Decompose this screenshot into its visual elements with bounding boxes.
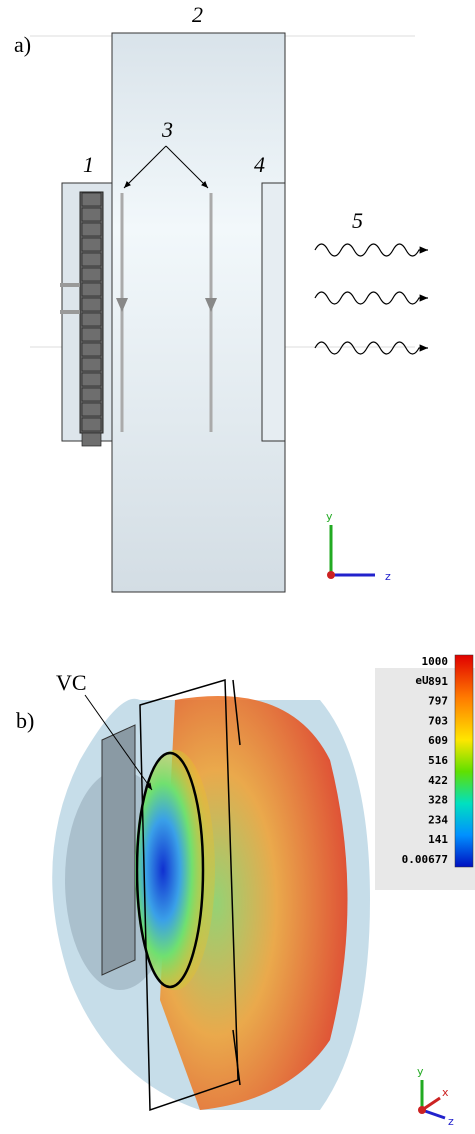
wave: [314, 341, 428, 355]
colorbar: [454, 654, 474, 868]
panel-b: b) VC eU 1000 891 797 703 609 516 422 328 234 141…: [16, 654, 475, 1128]
colorbar-label: 891: [428, 675, 448, 688]
colorbar-label: 797: [428, 695, 448, 708]
axis-label: y: [417, 1065, 424, 1078]
annotation: VC: [56, 670, 87, 695]
emitter-cell: [81, 207, 102, 222]
virtual-cathode: [135, 750, 215, 990]
colorbar-label: 141: [428, 833, 448, 846]
colorbar-labels: 1000 891 797 703 609 516 422 328 234 141 0.00677: [402, 655, 449, 866]
callout: 2: [192, 2, 203, 27]
emitter-cell: [81, 192, 102, 207]
emitter-cell: [81, 312, 102, 327]
axis-triad: y z: [326, 510, 391, 583]
cathode: [101, 724, 136, 976]
emitter-cell: [81, 417, 102, 432]
callout-arrow: [165, 145, 209, 189]
input-arrows: [60, 283, 80, 314]
callout: 3: [161, 117, 173, 142]
emitter-cell: [81, 327, 102, 342]
emitter-cell: [81, 402, 102, 417]
callout-arrow: [123, 145, 167, 189]
panel-label: a): [14, 32, 31, 57]
axis-label: z: [385, 570, 391, 583]
emitter-cell: [81, 387, 102, 402]
wave: [314, 291, 428, 305]
panel-label: b): [16, 708, 34, 733]
emitter-cell: [81, 432, 102, 447]
callout: 1: [83, 152, 94, 177]
emitter-cell: [81, 357, 102, 372]
waves: [314, 243, 428, 355]
window-frame: [232, 679, 241, 1086]
emitter-cell: [81, 222, 102, 237]
colorbar-label: 234: [428, 813, 448, 826]
callout: 4: [254, 152, 265, 177]
grid-frame: [139, 679, 239, 1112]
emitter-cell: [81, 297, 102, 312]
colorbar-label: 609: [428, 734, 448, 747]
axis-label: z: [448, 1115, 454, 1128]
emitter-cell: [81, 237, 102, 252]
colorbar-label: 516: [428, 754, 448, 767]
emitter-cell: [81, 267, 102, 282]
wave: [314, 243, 428, 257]
emitter-cell: [81, 252, 102, 267]
beam-arrows: [116, 298, 217, 312]
emitter-cell: [81, 342, 102, 357]
device-body: [111, 32, 286, 593]
axis-label: x: [442, 1086, 449, 1099]
vc-outline: [135, 751, 205, 989]
colorbar-label: 422: [428, 774, 448, 787]
panel-a: a) 2 3 1 4 5 y z: [14, 2, 428, 593]
window: [261, 182, 286, 442]
emitter-cell: [81, 372, 102, 387]
colorbar-label: 1000: [422, 655, 449, 668]
colorbar-label: 703: [428, 714, 448, 727]
axis-triad: y x z: [417, 1065, 454, 1128]
colorbar-label: 328: [428, 794, 448, 807]
callout-arrow: [84, 694, 153, 791]
colorbar-label: 0.00677: [402, 853, 448, 866]
colorbar-unit: eU: [415, 674, 429, 687]
callout: 5: [352, 208, 363, 233]
axis-label: y: [326, 510, 333, 523]
emitter-cell: [81, 282, 102, 297]
emitter-cells: [81, 192, 102, 447]
